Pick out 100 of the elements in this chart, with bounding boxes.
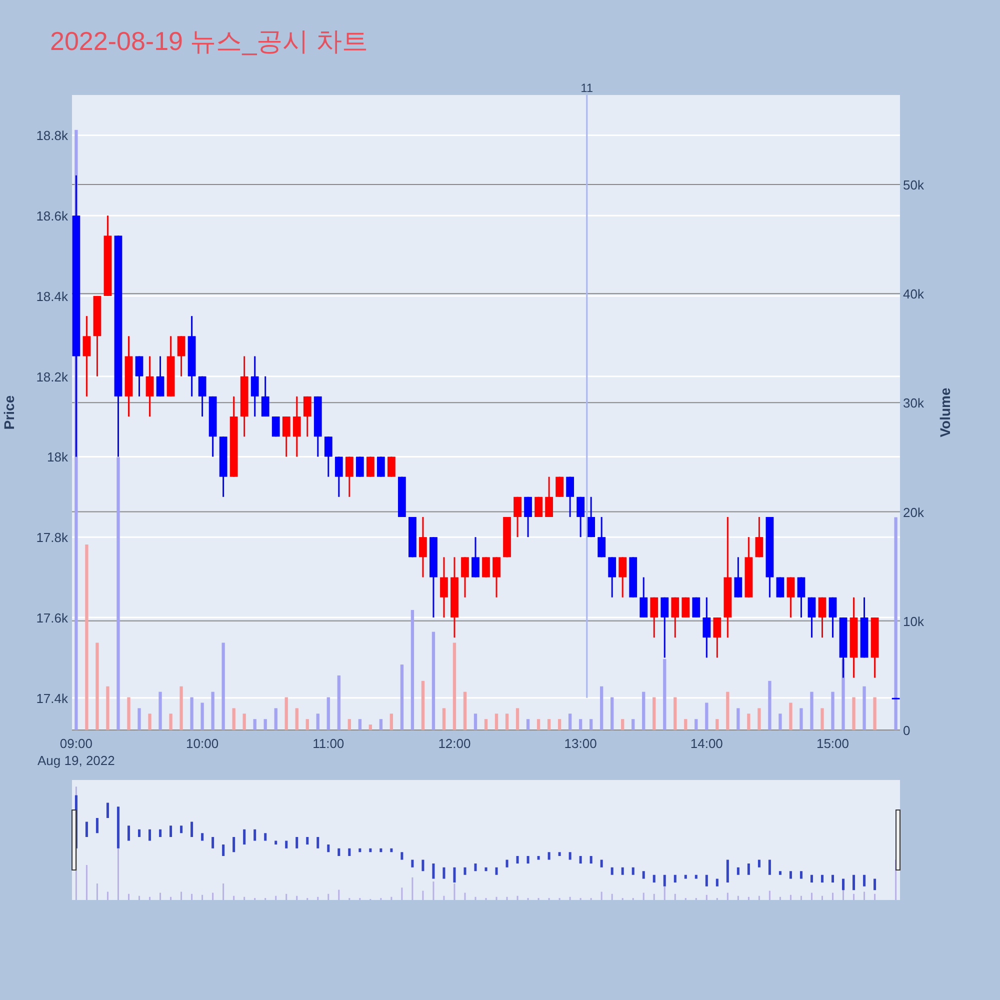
bar — [106, 686, 110, 730]
candlestick — [177, 335, 186, 378]
bar — [484, 719, 488, 730]
bar — [547, 719, 551, 730]
y-tick-label: 17.4k — [36, 690, 68, 706]
candlestick — [135, 355, 144, 398]
bar — [148, 714, 152, 730]
ref-line-label: 11 — [580, 81, 594, 95]
bar — [127, 697, 130, 730]
x-tick-label: 12:00 — [438, 736, 471, 751]
bar — [169, 714, 172, 730]
bar — [274, 708, 278, 730]
y2-tick-label: 30k — [903, 396, 924, 411]
bar — [390, 714, 394, 730]
bar — [358, 719, 362, 730]
x-tick-label: 13:00 — [564, 736, 597, 751]
y-tick-label: 17.6k — [36, 610, 68, 626]
y2-tick-label: 0 — [903, 723, 910, 738]
bar — [736, 708, 740, 730]
bar — [200, 702, 204, 730]
candlestick — [440, 556, 448, 618]
candlestick — [671, 596, 680, 638]
bar — [768, 680, 772, 730]
bar — [284, 697, 288, 730]
y2-axis-title: Volume — [937, 388, 953, 438]
candlestick — [776, 576, 784, 598]
bar — [663, 659, 666, 730]
bar — [138, 708, 141, 730]
candlestick — [587, 496, 596, 538]
candlestick — [461, 556, 469, 598]
x-tick-label: 09:00 — [60, 736, 92, 751]
bar — [789, 702, 792, 730]
candlestick — [272, 416, 280, 438]
candlestick — [640, 576, 648, 618]
candlestick — [618, 556, 627, 598]
bar — [474, 714, 478, 730]
bar — [852, 697, 856, 730]
candlestick — [566, 476, 574, 518]
bar — [96, 642, 99, 730]
bar — [463, 692, 467, 730]
bar — [674, 697, 677, 730]
candlestick — [524, 496, 532, 538]
y-tick-label: 18.6k — [36, 208, 68, 224]
bar — [295, 708, 298, 730]
bar — [158, 692, 162, 730]
bar — [862, 686, 866, 730]
bar — [242, 714, 246, 730]
candlestick — [514, 496, 522, 538]
bar — [642, 692, 646, 730]
bar — [810, 692, 814, 730]
bar — [232, 708, 236, 730]
candlestick — [292, 396, 301, 458]
bar — [400, 664, 404, 730]
bar — [747, 714, 750, 730]
y-tick-label: 18k — [47, 450, 68, 465]
candlestick — [366, 456, 374, 478]
bar — [379, 719, 382, 730]
bar — [694, 719, 698, 730]
bar — [116, 457, 120, 730]
candlestick — [324, 436, 332, 478]
bar — [578, 719, 582, 730]
candlestick — [660, 596, 669, 658]
candlestick — [808, 596, 816, 638]
bar — [600, 686, 604, 730]
bar — [558, 719, 562, 730]
candlestick — [492, 556, 500, 598]
bar — [180, 686, 183, 730]
y2-tick-label: 20k — [903, 504, 924, 520]
candlestick — [146, 355, 154, 418]
bar — [326, 697, 330, 730]
bar — [873, 697, 876, 730]
candlestick — [376, 456, 385, 478]
candlestick — [755, 516, 764, 558]
bar — [621, 719, 624, 730]
candlestick — [82, 315, 91, 398]
candlestick — [419, 516, 427, 578]
bar — [211, 692, 214, 730]
candlestick — [828, 596, 837, 638]
y2-tick-label: 50k — [903, 177, 924, 192]
candlestick — [556, 476, 564, 498]
candlestick — [713, 616, 722, 658]
candlestick — [692, 596, 700, 618]
bar — [316, 714, 320, 730]
bar — [368, 724, 372, 730]
bar — [536, 719, 540, 730]
candlestick — [545, 476, 553, 518]
candlestick — [576, 496, 585, 538]
bar — [726, 692, 730, 730]
bar — [410, 610, 414, 730]
bar — [222, 642, 225, 730]
candlestick — [345, 456, 354, 498]
candlestick — [734, 556, 742, 598]
bar — [800, 708, 803, 730]
y-tick-label: 17.8k — [36, 530, 68, 546]
bar — [85, 544, 88, 730]
candlestick — [334, 456, 343, 498]
candlestick — [250, 355, 259, 418]
candlestick — [198, 376, 206, 418]
bar — [820, 708, 824, 730]
bar — [421, 680, 425, 730]
